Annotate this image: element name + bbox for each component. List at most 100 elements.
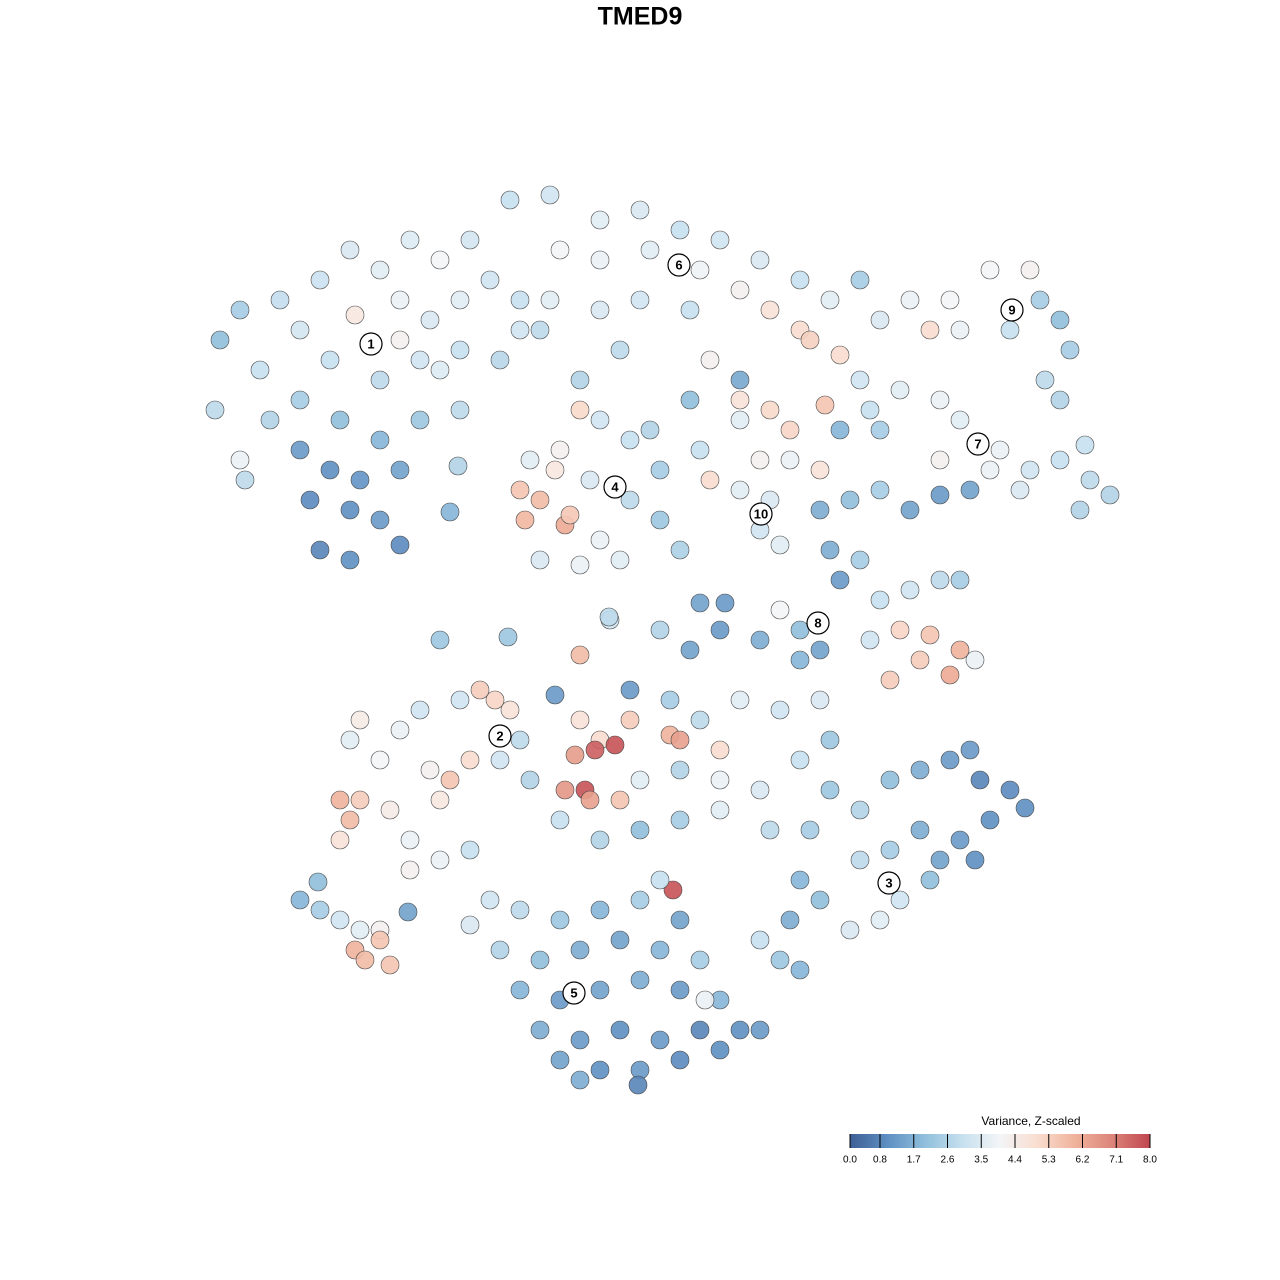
point (930, 450, 950, 470)
point (530, 550, 550, 570)
point (910, 820, 930, 840)
point (710, 230, 730, 250)
point (605, 735, 625, 755)
point (398, 902, 418, 922)
point (710, 740, 730, 760)
point (550, 910, 570, 930)
point (610, 550, 630, 570)
point (710, 1040, 730, 1060)
cluster-label-badge (603, 475, 627, 499)
point (340, 500, 360, 520)
point (750, 780, 770, 800)
point (550, 240, 570, 260)
point (750, 1020, 770, 1040)
point (1000, 320, 1020, 340)
point (450, 690, 470, 710)
point (550, 810, 570, 830)
point (500, 190, 520, 210)
cluster-label-badge (359, 332, 383, 356)
point (620, 430, 640, 450)
cluster-labels: 1 6 9 7 4 10 8 2 3 5 (359, 253, 1024, 1005)
cluster-label-badge (806, 611, 830, 635)
cluster-label: 10 (754, 506, 768, 521)
point (460, 915, 480, 935)
colorbar: Variance, Z-scaled 0.0 0.8 1.7 2.6 3.5 4.4 5.3… (843, 1114, 1157, 1165)
point (590, 1060, 610, 1080)
point (780, 910, 800, 930)
point (770, 600, 790, 620)
colorbar-tick-label: 3.5 (974, 1155, 988, 1166)
point (930, 390, 950, 410)
point (960, 480, 980, 500)
point (760, 820, 780, 840)
point (230, 450, 250, 470)
point (690, 260, 710, 280)
point (510, 980, 530, 1000)
chart-title: TMED9 (598, 3, 683, 31)
point (890, 890, 910, 910)
cluster-label-badge (562, 981, 586, 1005)
point (370, 430, 390, 450)
point (400, 230, 420, 250)
point (850, 270, 870, 290)
point (590, 900, 610, 920)
colorbar-tick-label: 0.0 (843, 1155, 857, 1166)
colorbar-tick-label: 5.3 (1042, 1155, 1056, 1166)
point (630, 290, 650, 310)
point (450, 340, 470, 360)
point (610, 1020, 630, 1040)
point (350, 470, 370, 490)
point (940, 750, 960, 770)
point (870, 590, 890, 610)
cluster-label: 2 (496, 728, 503, 743)
point (308, 872, 328, 892)
point (585, 740, 605, 760)
point (900, 290, 920, 310)
point (630, 200, 650, 220)
point (330, 790, 350, 810)
point (850, 800, 870, 820)
point (510, 290, 530, 310)
colorbar-tick-label: 1.7 (907, 1155, 921, 1166)
point (920, 320, 940, 340)
point (390, 290, 410, 310)
point (400, 830, 420, 850)
point (555, 780, 575, 800)
point (1000, 780, 1020, 800)
point (390, 535, 410, 555)
point (550, 1050, 570, 1070)
point (965, 650, 985, 670)
point (870, 420, 890, 440)
point (690, 440, 710, 460)
point (950, 570, 970, 590)
point (310, 270, 330, 290)
cluster-label: 4 (611, 479, 619, 494)
point (880, 840, 900, 860)
point (510, 320, 530, 340)
point (730, 690, 750, 710)
point (950, 410, 970, 430)
point (330, 910, 350, 930)
point (345, 305, 365, 325)
cluster-label-badge (749, 502, 773, 526)
point (390, 330, 410, 350)
point (670, 760, 690, 780)
point (810, 460, 830, 480)
point (810, 500, 830, 520)
point (545, 685, 565, 705)
point (510, 900, 530, 920)
point (750, 450, 770, 470)
point (540, 185, 560, 205)
cluster-label-badge (488, 724, 512, 748)
point (730, 370, 750, 390)
point (205, 400, 225, 420)
point (750, 630, 770, 650)
point (910, 650, 930, 670)
point (730, 480, 750, 500)
point (750, 250, 770, 270)
point (770, 950, 790, 970)
point (590, 300, 610, 320)
colorbar-tick-label: 6.2 (1076, 1155, 1090, 1166)
point (485, 690, 505, 710)
point (230, 300, 250, 320)
